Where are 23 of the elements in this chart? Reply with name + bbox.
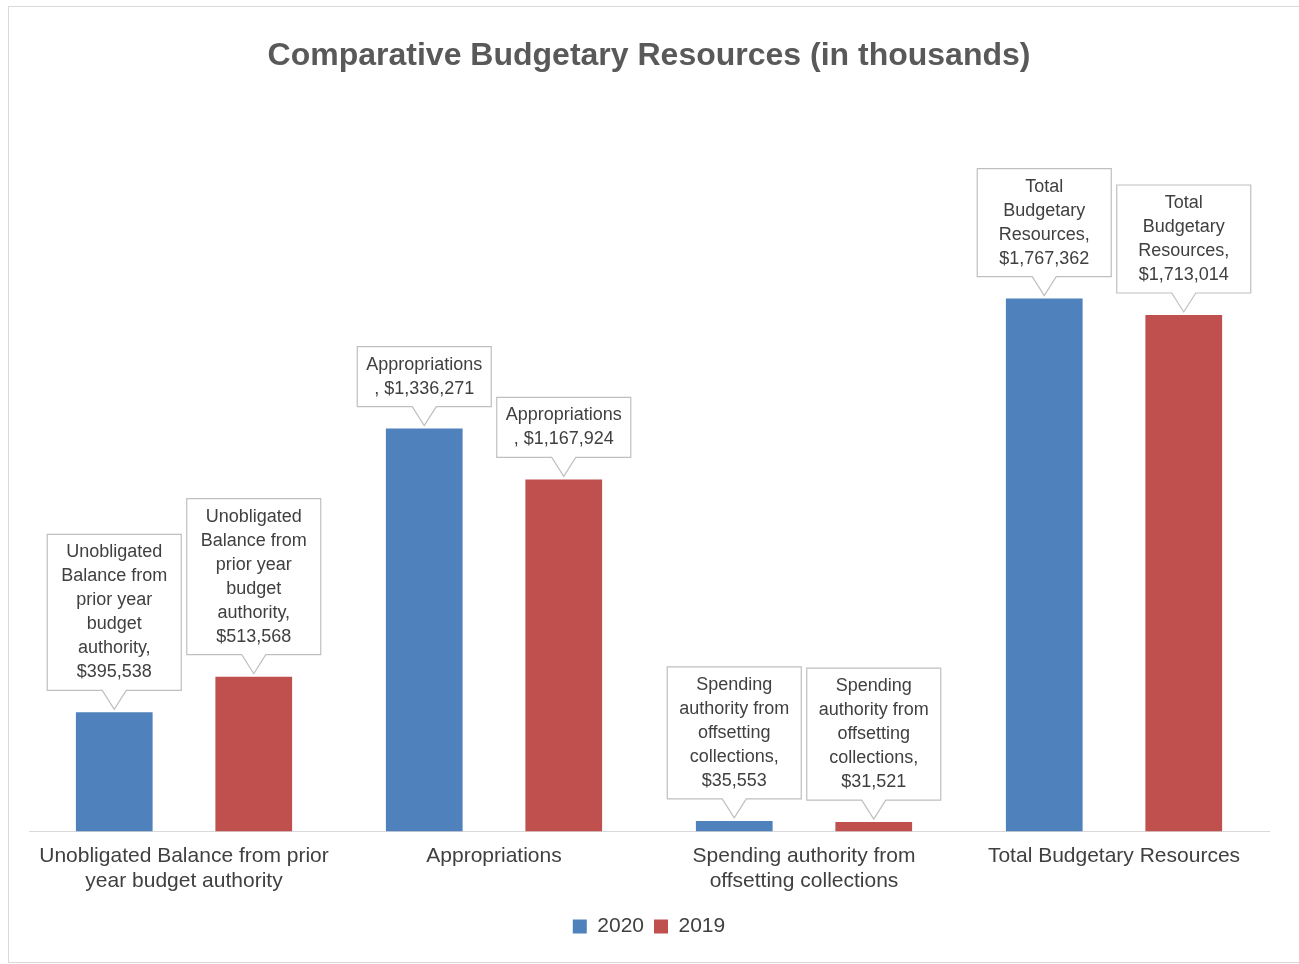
x-tick-label: Unobligated Balance from prior year budget authority	[39, 843, 329, 892]
bar	[385, 428, 463, 832]
chart-title: Comparative Budgetary Resources (in thousands)	[267, 36, 1031, 73]
data-label: Appropriations , $1,336,271	[366, 353, 483, 398]
data-label: Unobligated Balance from prior year budget authority, $513,568	[200, 505, 307, 646]
data-label: Total Budgetary Resources, $1,713,014	[1138, 191, 1230, 284]
data-label: Spending authority from offsetting collections, $31,521	[818, 675, 929, 792]
bar	[835, 822, 913, 832]
legend-label: 2020	[597, 913, 644, 937]
bar	[525, 479, 603, 832]
legend-label: 2019	[678, 913, 726, 937]
bar	[75, 712, 153, 832]
data-label: Appropriations , $1,167,924	[505, 404, 622, 449]
bar	[1005, 298, 1083, 832]
data-label: Spending authority from offsetting collections, $35,553	[679, 673, 790, 790]
x-tick-label: Total Budgetary Resources	[987, 843, 1241, 866]
data-label: Total Budgetary Resources, $1,767,362	[998, 175, 1090, 268]
bar	[1145, 314, 1223, 832]
x-tick-label: Appropriations	[426, 843, 562, 866]
x-tick-label: Spending authority from offsetting collections	[692, 843, 916, 892]
bar	[695, 820, 773, 832]
data-label: Unobligated Balance from prior year budget authority, $395,538	[61, 541, 168, 682]
bar	[215, 676, 293, 832]
